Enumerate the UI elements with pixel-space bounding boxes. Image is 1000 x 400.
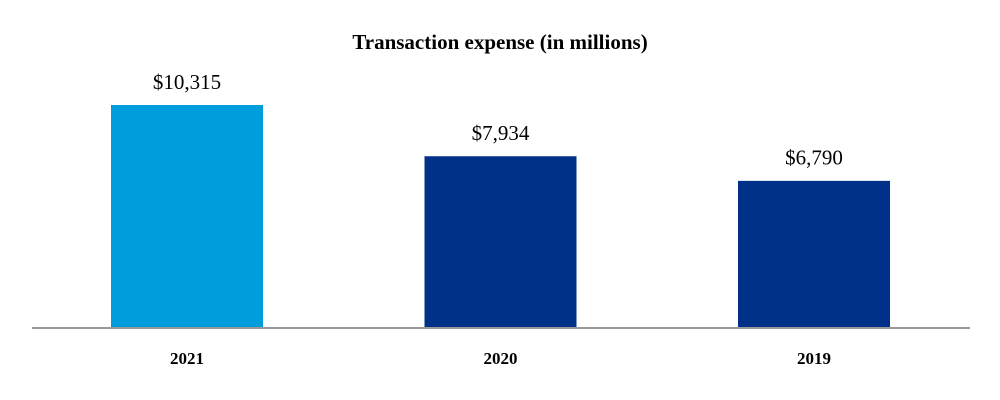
value-label: $6,790 <box>785 146 843 170</box>
bar <box>111 105 263 327</box>
x-tick-label: 2019 <box>797 349 831 368</box>
chart-title: Transaction expense (in millions) <box>352 30 647 54</box>
bar <box>424 156 577 327</box>
x-tick-label: 2021 <box>170 349 204 368</box>
x-tick-label: 2020 <box>484 349 518 368</box>
value-label: $7,934 <box>472 121 530 145</box>
value-label: $10,315 <box>153 70 221 94</box>
bar <box>738 180 890 327</box>
